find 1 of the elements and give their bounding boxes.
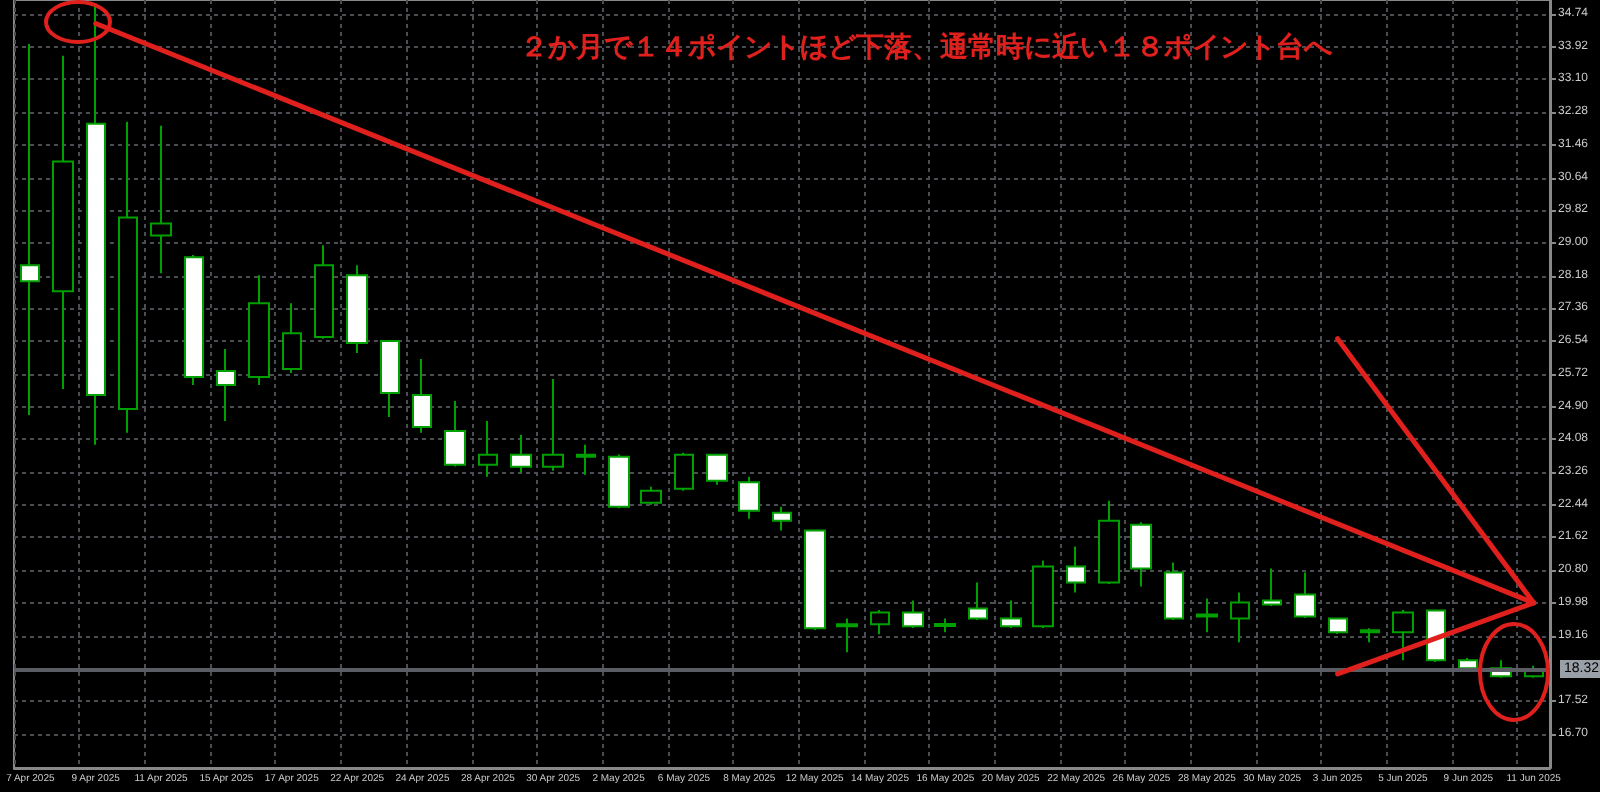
annotation: ２か月で１４ポイントほど下落、通常時に近い１８ポイント台へ [520,30,1334,64]
